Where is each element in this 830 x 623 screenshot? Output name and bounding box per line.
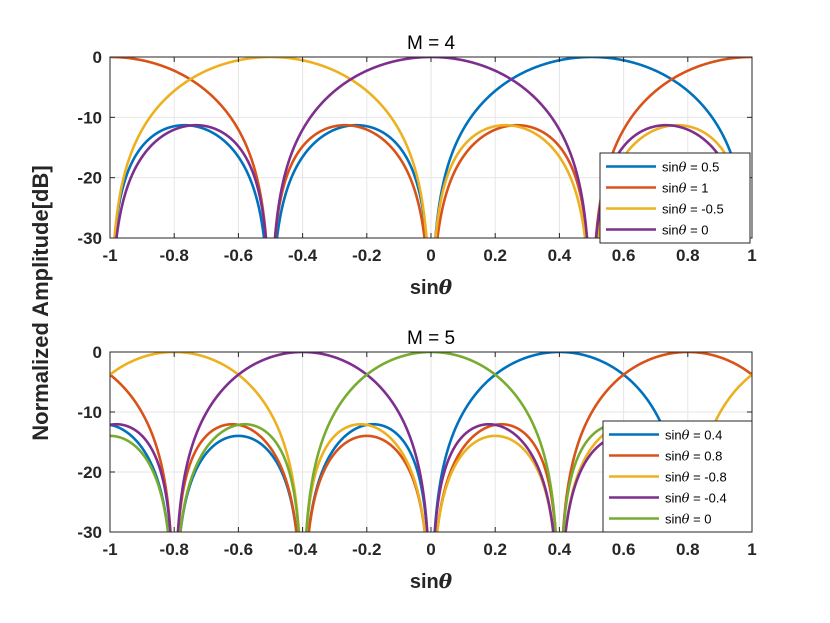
x-tick-label: -1 <box>102 246 117 265</box>
x-axis-label-text: sin <box>410 571 439 593</box>
legend-label-4: sinθ = -0.4 <box>665 491 727 507</box>
legend-label-text: sin <box>665 512 682 527</box>
legend-label-greek: θ <box>682 471 690 486</box>
y-tick-label: -30 <box>77 229 102 248</box>
legend-label-text: sin <box>662 160 679 175</box>
series-line-4 <box>115 57 747 238</box>
legend-label-text: sin <box>665 428 682 443</box>
x-tick-label: 0.2 <box>483 246 507 265</box>
y-tick-label: -10 <box>77 403 102 422</box>
x-tick-label: -0.4 <box>288 540 318 559</box>
x-tick-label: -0.6 <box>224 540 253 559</box>
y-tick-label: -20 <box>77 169 102 188</box>
legend-label-text: sin <box>665 470 682 485</box>
x-tick-label: 0.6 <box>612 540 636 559</box>
series-group <box>110 57 752 238</box>
legend-label-rest: = -0.5 <box>686 202 723 217</box>
x-axis-label: sinθ <box>410 569 453 593</box>
legend-label-text: sin <box>665 449 682 464</box>
legend-label-1: sinθ = 0.4 <box>665 428 722 444</box>
chart-title: M = 4 <box>407 33 455 54</box>
figure-ylabel: Normalized Amplitude[dB] <box>28 165 53 440</box>
series-line-1 <box>113 57 749 238</box>
x-tick-label: 0 <box>426 540 435 559</box>
legend-label-rest: = -0.4 <box>689 491 726 506</box>
legend-label-greek: θ <box>682 450 690 465</box>
x-tick-label: 0.6 <box>612 246 636 265</box>
y-tick-label: -10 <box>77 108 102 127</box>
legend-label-greek: θ <box>679 161 687 176</box>
legend-label-rest: = 0.5 <box>686 160 719 175</box>
x-axis-label: sinθ <box>410 275 453 299</box>
legend-label-rest: = 0 <box>686 223 708 238</box>
y-tick-label: -20 <box>77 463 102 482</box>
legend-label-greek: θ <box>682 429 690 444</box>
legend-label-rest: = 0 <box>689 512 711 527</box>
chart-m4: -1 -0.8 -0.6 -0.4 -0.2 0 0.2 0.4 0.6 0.8 1 0 -10 -20 -… <box>77 33 756 299</box>
legend-label-1: sinθ = 0.5 <box>662 160 719 176</box>
x-tick-label: 1 <box>747 540 756 559</box>
x-tick-label: 0 <box>426 246 435 265</box>
legend-label-text: sin <box>662 223 679 238</box>
x-tick-label: -0.2 <box>352 540 381 559</box>
legend-label-rest: = 0.4 <box>689 428 722 443</box>
chart-title: M = 5 <box>407 328 455 349</box>
legend-label-text: sin <box>662 181 679 196</box>
legend-label-5: sinθ = 0 <box>665 512 712 528</box>
series-line-1 <box>110 352 752 532</box>
x-tick-label: -0.4 <box>288 246 318 265</box>
legend-label-rest: = 1 <box>686 181 708 196</box>
x-tick-label: 1 <box>747 246 756 265</box>
legend-label-3: sinθ = -0.8 <box>665 470 727 486</box>
legend-label-greek: θ <box>679 203 687 218</box>
legend-label-greek: θ <box>679 224 687 239</box>
chart-m5: -1 -0.8 -0.6 -0.4 -0.2 0 0.2 0.4 0.6 0.8 1 0 -10 -20 -… <box>77 328 756 593</box>
series-line-2 <box>110 57 752 238</box>
legend-label-rest: = -0.8 <box>689 470 726 485</box>
legend-label-greek: θ <box>682 513 690 528</box>
legend-label-greek: θ <box>682 492 690 507</box>
x-tick-label: 0.8 <box>676 246 700 265</box>
legend-box <box>599 152 751 244</box>
x-tick-label: -0.8 <box>160 246 189 265</box>
series-line-3 <box>113 57 749 238</box>
x-tick-label: -0.8 <box>160 540 189 559</box>
x-tick-label: 0.8 <box>676 540 700 559</box>
legend-label-rest: = 0.8 <box>689 449 722 464</box>
x-tick-label: 0.4 <box>548 246 572 265</box>
legend-label-text: sin <box>665 491 682 506</box>
y-tick-label: 0 <box>93 48 102 67</box>
legend-label-2: sinθ = 1 <box>662 181 709 197</box>
x-axis-label-greek: θ <box>439 569 453 593</box>
series-line-2 <box>110 352 752 532</box>
legend-label-4: sinθ = 0 <box>662 223 709 239</box>
legend-label-3: sinθ = -0.5 <box>662 202 724 218</box>
y-tick-label: 0 <box>93 343 102 362</box>
legend-label-text: sin <box>662 202 679 217</box>
y-tick-label: -30 <box>77 523 102 542</box>
x-tick-label: 0.4 <box>548 540 572 559</box>
legend-label-greek: θ <box>679 182 687 197</box>
x-axis-label-greek: θ <box>439 275 453 299</box>
x-tick-label: -0.2 <box>352 246 381 265</box>
x-axis-label-text: sin <box>410 277 439 299</box>
x-tick-label: -0.6 <box>224 246 253 265</box>
x-tick-label: 0.2 <box>483 540 507 559</box>
legend-label-2: sinθ = 0.8 <box>665 449 722 465</box>
x-tick-label: -1 <box>102 540 117 559</box>
